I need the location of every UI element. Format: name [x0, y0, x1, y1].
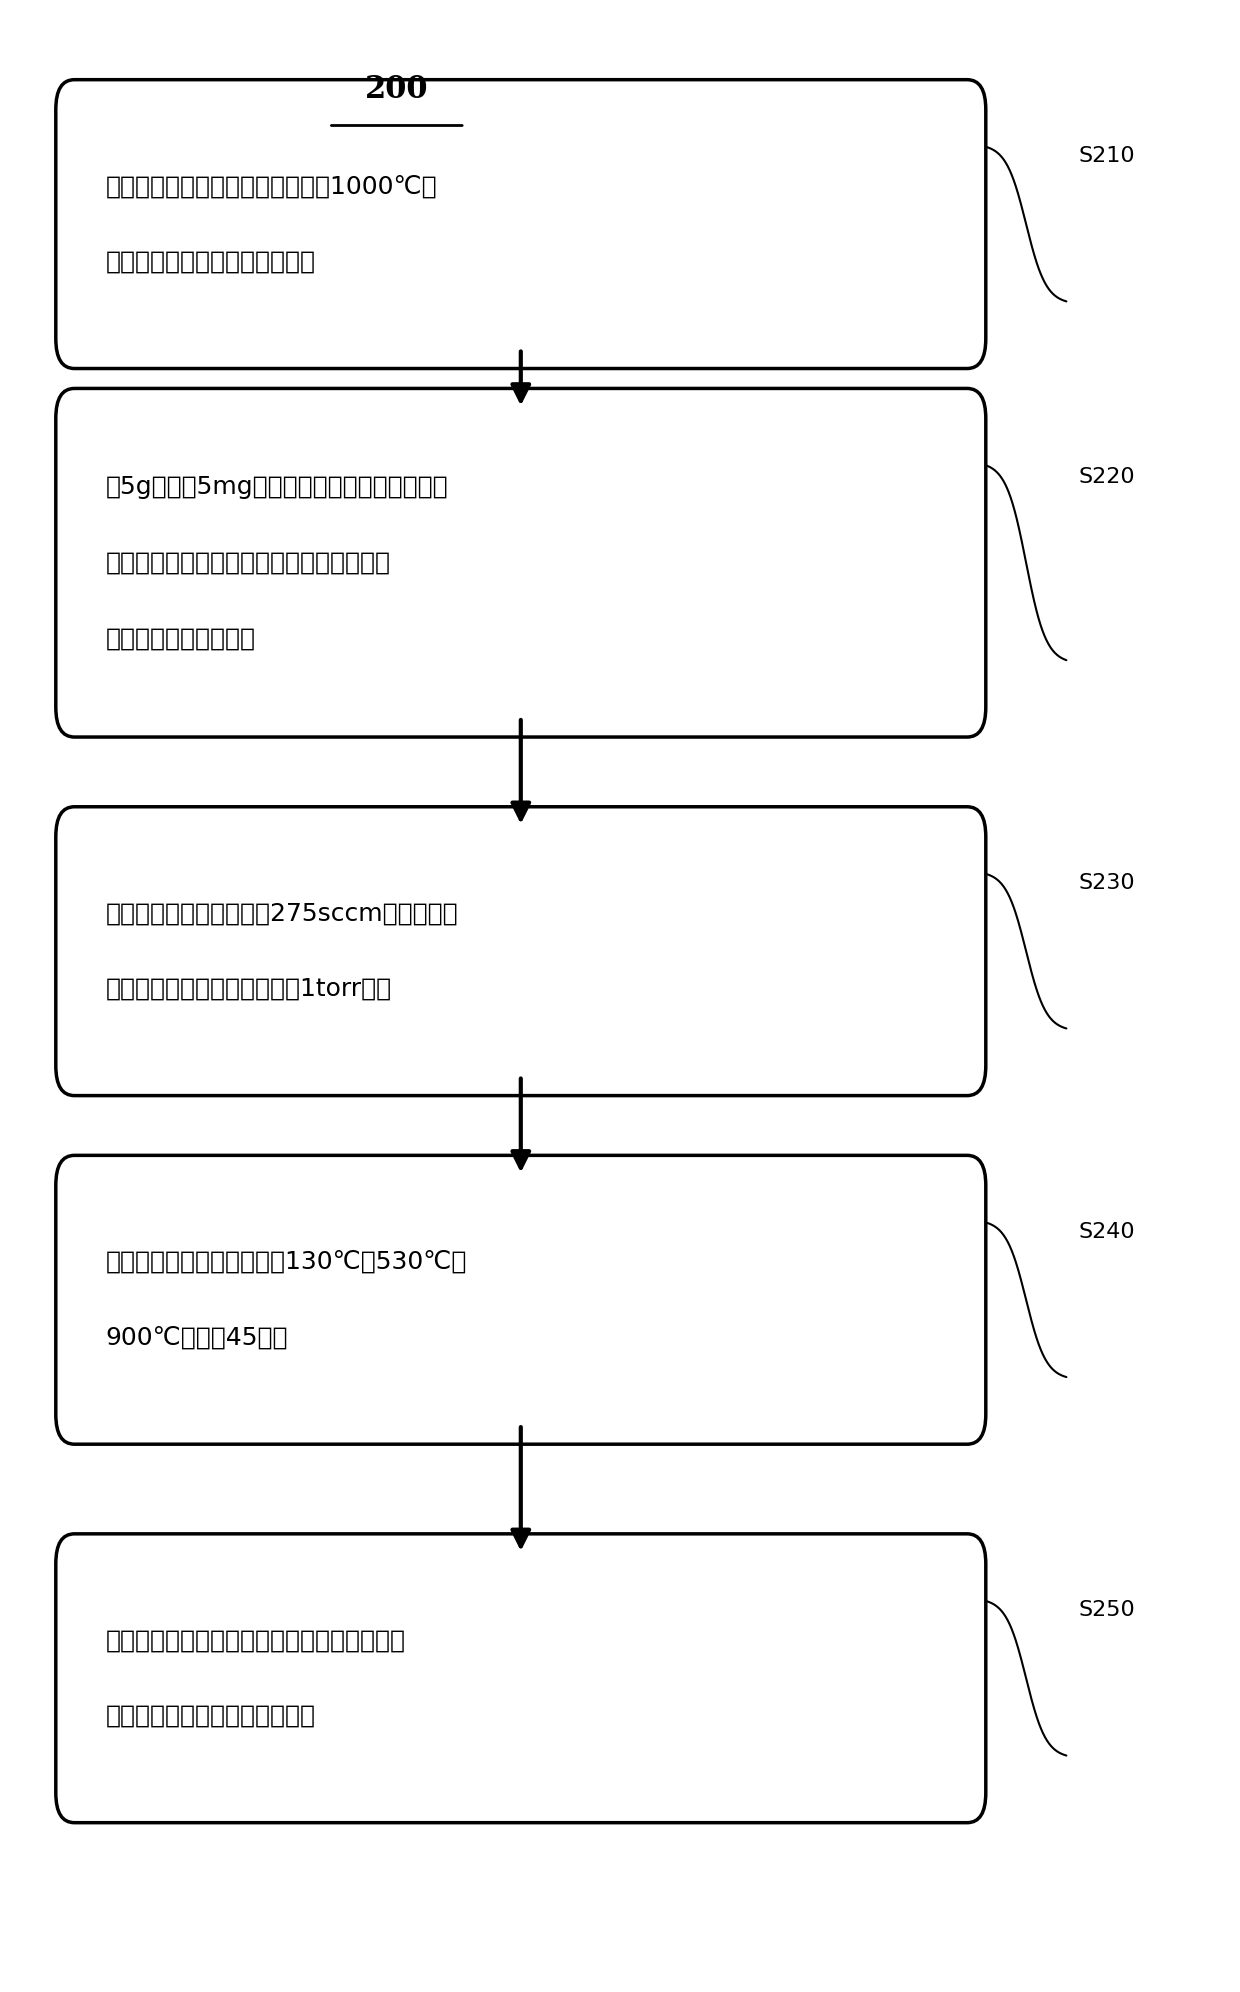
Text: 衬底依次放置于三温区化学气相沉积系统的: 衬底依次放置于三温区化学气相沉积系统的 — [105, 550, 391, 576]
FancyBboxPatch shape — [56, 80, 986, 369]
Text: 的氧气，此时腔体气压保持在1torr左右: 的氧气，此时腔体气压保持在1torr左右 — [105, 976, 392, 1002]
Text: 生长完成后停止氧气的通入，三个温区均停止: 生长完成后停止氧气的通入，三个温区均停止 — [105, 1627, 405, 1653]
FancyBboxPatch shape — [56, 807, 986, 1096]
Text: 200: 200 — [365, 74, 429, 106]
Text: S240: S240 — [1079, 1221, 1136, 1241]
FancyBboxPatch shape — [56, 1534, 986, 1823]
FancyBboxPatch shape — [56, 1155, 986, 1444]
Text: S210: S210 — [1079, 145, 1136, 165]
FancyBboxPatch shape — [56, 388, 986, 737]
Text: 将三个温区的温度分别升至130℃、530℃与: 将三个温区的温度分别升至130℃、530℃与 — [105, 1249, 466, 1275]
Text: S250: S250 — [1079, 1600, 1136, 1619]
Text: 第一、第二与第三温区: 第一、第二与第三温区 — [105, 625, 255, 651]
Text: 900℃，维持45分钟: 900℃，维持45分钟 — [105, 1325, 288, 1351]
Text: 加热，自然降温至室温取出样品: 加热，自然降温至室温取出样品 — [105, 1703, 315, 1729]
Text: 腔体内通入氢氧混合气，加温达到1000℃，: 腔体内通入氢氧混合气，加温达到1000℃， — [105, 173, 436, 199]
Text: S220: S220 — [1079, 466, 1136, 486]
Text: 对单晶蓝宝石衬底进行高温退火: 对单晶蓝宝石衬底进行高温退火 — [105, 249, 315, 275]
Text: S230: S230 — [1079, 872, 1136, 892]
Text: 将5g硫粉、5mg三氧化钼与退火的蓝宝石晶圆: 将5g硫粉、5mg三氧化钼与退火的蓝宝石晶圆 — [105, 474, 448, 500]
Text: 将腔体密封抽真空，通入275sccm氩气和适量: 将腔体密封抽真空，通入275sccm氩气和适量 — [105, 900, 458, 926]
